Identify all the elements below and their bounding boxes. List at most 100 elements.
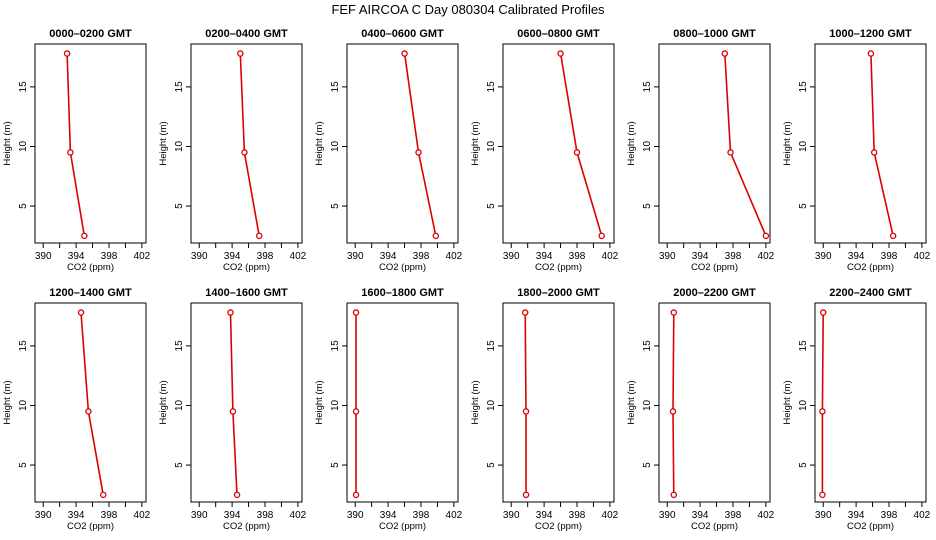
data-point	[557, 50, 564, 57]
data-point	[255, 232, 263, 240]
y-tick-label: 15	[174, 340, 185, 352]
y-tick-label: 15	[642, 81, 653, 93]
x-tick-label: 390	[347, 251, 364, 262]
x-tick-label: 394	[692, 510, 709, 521]
profile-line	[821, 312, 824, 495]
x-tick-label: 390	[659, 251, 676, 262]
x-tick-label: 390	[503, 251, 520, 262]
plot-frame	[190, 302, 303, 503]
x-tick-label: 398	[101, 510, 118, 521]
y-tick-label: 10	[330, 399, 341, 411]
panel-title: 0000–0200 GMT	[49, 28, 132, 40]
plot-frame	[34, 302, 147, 503]
profile-line	[559, 53, 603, 237]
x-tick-label: 390	[347, 510, 364, 521]
plot-frame	[502, 43, 615, 244]
profile-panel: 1200–1400 GMT 390 394 398 402 CO2 (ppm) 5 10 15 H…	[2, 287, 151, 532]
y-tick-label: 10	[18, 140, 29, 152]
data-point	[432, 232, 440, 240]
plot-frame	[502, 302, 615, 503]
data-point	[415, 149, 422, 156]
panel-grid: 0000–0200 GMT 390 394 398 402 CO2 (ppm) 5 10 15 H…	[2, 28, 931, 532]
data-point	[669, 408, 677, 415]
x-tick-label: 390	[35, 251, 52, 262]
data-point	[241, 149, 248, 156]
data-point	[889, 232, 897, 240]
plot-frame	[814, 302, 927, 503]
panel-title: 0400–0600 GMT	[361, 28, 444, 40]
x-axis-label: CO2 (ppm)	[847, 521, 894, 532]
panel-title: 2000–2200 GMT	[673, 287, 756, 299]
x-tick-label: 394	[380, 251, 397, 262]
y-tick-label: 15	[18, 340, 29, 352]
data-point	[819, 408, 826, 415]
y-tick-label: 5	[330, 203, 341, 209]
x-tick-label: 390	[191, 510, 208, 521]
figure-title: FEF AIRCOA C Day 080304 Calibrated Profi…	[331, 2, 605, 17]
y-tick-label: 10	[174, 140, 185, 152]
profile-line	[239, 53, 260, 237]
plot-frame	[658, 43, 771, 244]
x-tick-label: 402	[914, 251, 931, 262]
y-tick-label: 10	[798, 140, 809, 152]
y-axis-label: Height (m)	[2, 380, 13, 424]
data-point	[67, 149, 74, 156]
profile-panel: 0400–0600 GMT 390 394 398 402 CO2 (ppm) 5 10 15 H…	[314, 28, 463, 273]
data-point	[670, 309, 678, 316]
profile-panel: 1800–2000 GMT 390 394 398 402 CO2 (ppm) 5 10 15 H…	[470, 287, 619, 532]
data-point	[229, 408, 237, 415]
data-point	[352, 309, 360, 316]
data-point	[352, 408, 360, 415]
data-point	[85, 408, 92, 415]
x-axis-label: CO2 (ppm)	[535, 262, 582, 273]
y-tick-label: 5	[174, 462, 185, 468]
y-tick-label: 15	[798, 81, 809, 93]
x-tick-label: 402	[602, 251, 619, 262]
data-point	[819, 309, 827, 316]
x-axis-label: CO2 (ppm)	[691, 262, 738, 273]
profile-line	[524, 312, 527, 495]
x-tick-label: 402	[134, 251, 151, 262]
x-axis-label: CO2 (ppm)	[67, 521, 114, 532]
profile-line	[403, 53, 437, 237]
panel-title: 0800–1000 GMT	[673, 28, 756, 40]
x-tick-label: 398	[101, 251, 118, 262]
x-tick-label: 394	[848, 251, 865, 262]
plot-frame	[346, 43, 459, 244]
y-tick-label: 15	[330, 81, 341, 93]
x-tick-label: 394	[68, 251, 85, 262]
profile-line	[672, 312, 675, 495]
data-point	[598, 232, 605, 240]
y-axis-label: Height (m)	[782, 121, 793, 165]
plot-frame	[658, 302, 771, 503]
x-axis-label: CO2 (ppm)	[379, 262, 426, 273]
y-tick-label: 10	[330, 140, 341, 152]
y-tick-label: 10	[174, 399, 185, 411]
x-tick-label: 394	[380, 510, 397, 521]
data-point	[401, 50, 408, 57]
y-axis-label: Height (m)	[470, 380, 481, 424]
data-point	[721, 50, 729, 57]
profile-line	[66, 53, 86, 237]
x-tick-label: 398	[257, 251, 274, 262]
x-tick-label: 390	[815, 251, 832, 262]
data-point	[99, 491, 107, 499]
profile-line	[870, 53, 894, 237]
y-tick-label: 5	[642, 462, 653, 468]
y-axis-label: Height (m)	[314, 380, 325, 424]
data-point	[237, 50, 244, 57]
x-tick-label: 394	[536, 510, 553, 521]
x-tick-label: 394	[692, 251, 709, 262]
plot-frame	[190, 43, 303, 244]
data-point	[870, 149, 878, 156]
x-tick-label: 398	[413, 510, 430, 521]
y-axis-label: Height (m)	[158, 121, 169, 165]
x-tick-label: 402	[290, 510, 307, 521]
x-tick-label: 402	[602, 510, 619, 521]
y-tick-label: 15	[642, 340, 653, 352]
y-tick-label: 10	[642, 399, 653, 411]
x-axis-label: CO2 (ppm)	[223, 262, 270, 273]
panel-title: 1800–2000 GMT	[517, 287, 600, 299]
x-tick-label: 398	[881, 251, 898, 262]
